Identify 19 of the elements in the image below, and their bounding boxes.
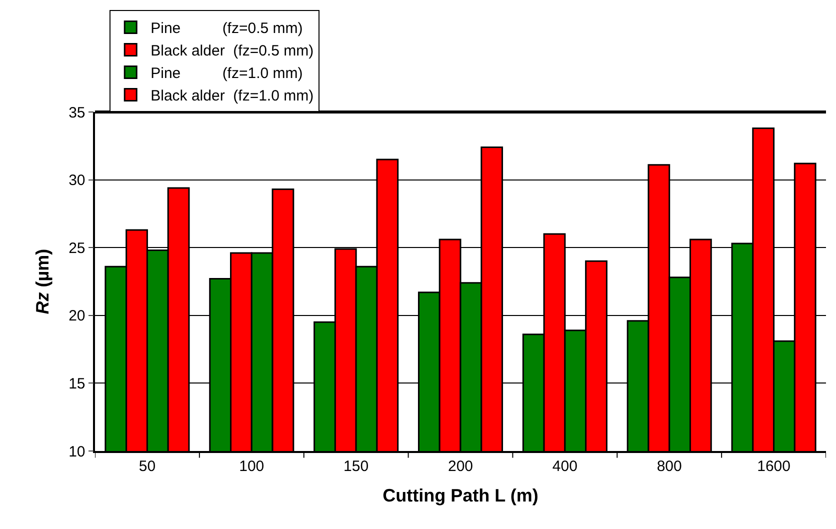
x-tick-label: 100 xyxy=(239,458,264,475)
y-axis-title: Rz (µm) xyxy=(32,248,52,314)
y-tick-label: 20 xyxy=(68,308,86,325)
legend-label: Pine (fz=0.5 mm) xyxy=(150,20,303,38)
y-tick-label: 25 xyxy=(68,240,86,257)
x-tick-label: 150 xyxy=(344,458,369,475)
x-tick-label: 200 xyxy=(448,458,474,475)
x-tick-label: 800 xyxy=(656,458,682,475)
y-tick-label: 10 xyxy=(68,443,86,460)
x-tick-label: 1600 xyxy=(757,458,790,475)
x-tick-label: 400 xyxy=(552,458,578,475)
x-tick-label: 50 xyxy=(138,458,156,475)
legend-label: Black alder (fz=1.0 mm) xyxy=(150,88,314,105)
y-tick-label: 30 xyxy=(68,172,86,190)
y-tick-label: 35 xyxy=(68,104,86,122)
x-axis-title: Cutting Path L (m) xyxy=(382,485,538,506)
legend-label: Black alder (fz=0.5 mm) xyxy=(150,42,314,60)
y-tick-label: 15 xyxy=(68,375,86,392)
legend-label: Pine (fz=1.0 mm) xyxy=(150,65,303,82)
